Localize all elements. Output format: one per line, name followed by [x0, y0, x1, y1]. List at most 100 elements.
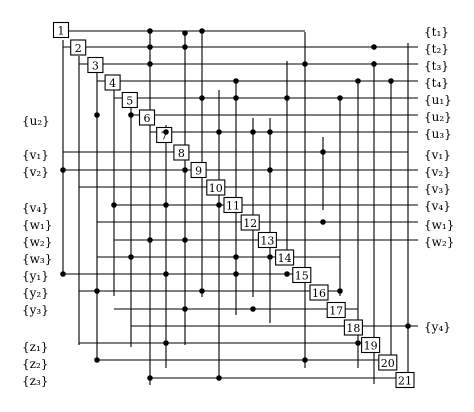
junction-dot — [94, 112, 100, 118]
node-label: 5 — [126, 95, 133, 108]
junction-dot — [182, 167, 188, 173]
right-label-u3: {u₃} — [424, 127, 452, 141]
junction-dot — [355, 340, 361, 346]
node-box — [173, 144, 190, 161]
right-label-v1: {v₁} — [424, 148, 451, 162]
node-box — [121, 91, 138, 109]
left-label-w2: {w₂} — [22, 235, 52, 249]
junction-dot — [405, 323, 411, 329]
right-label-u2: {u₂} — [424, 110, 452, 124]
left-label-z1: {z₁} — [22, 340, 48, 354]
junction-dot — [337, 288, 343, 294]
left-label-v1: {v₁} — [22, 148, 49, 162]
right-label-t1: {t₁} — [424, 25, 449, 39]
node-box — [190, 161, 207, 179]
junction-dot — [199, 288, 205, 294]
node-box — [292, 266, 312, 284]
junction-dot — [267, 167, 273, 173]
junction-dot — [233, 78, 239, 84]
node-box — [395, 371, 415, 389]
junction-dot — [163, 202, 169, 208]
node-label: 20 — [381, 357, 395, 370]
junction-dot — [163, 129, 169, 135]
junction-dot — [216, 202, 222, 208]
node-box — [257, 231, 277, 249]
node-box — [361, 336, 381, 354]
junction-dot — [320, 149, 326, 155]
node-box — [52, 21, 70, 39]
node-box — [206, 179, 226, 196]
left-label-y2: {y₂} — [22, 286, 49, 300]
node-box — [138, 109, 156, 126]
right-label-u1: {u₁} — [424, 93, 452, 107]
junction-dot — [355, 78, 361, 84]
right-label-w2: {w₂} — [424, 235, 454, 249]
junction-dot — [320, 219, 326, 225]
junction-dot — [147, 44, 153, 50]
junction-dot — [182, 306, 188, 312]
node-box — [87, 56, 104, 74]
node-box — [104, 74, 121, 91]
junction-dot — [182, 44, 188, 50]
node-label: 7 — [161, 130, 168, 143]
node-label: 15 — [295, 270, 309, 283]
junction-dot — [216, 375, 222, 381]
node-label: 19 — [364, 340, 378, 353]
junction-dot — [284, 271, 290, 277]
right-label-v2: {v₂} — [424, 165, 451, 179]
node-label: 17 — [329, 305, 343, 318]
node-label: 9 — [195, 165, 202, 178]
junction-dot — [284, 95, 290, 101]
junction-dot — [233, 95, 239, 101]
left-label-w3: {w₃} — [22, 252, 52, 266]
junction-dot — [147, 28, 153, 34]
node-label: 12 — [243, 217, 257, 230]
junction-dot — [250, 129, 256, 135]
node-box — [275, 249, 295, 266]
junction-dot — [147, 237, 153, 243]
junction-dot — [233, 271, 239, 277]
junction-dot — [147, 61, 153, 67]
junction-dot — [111, 202, 117, 208]
right-label-v4: {v₄} — [424, 199, 451, 213]
left-label-v2: {v₂} — [22, 165, 49, 179]
left-label-y1: {y₁} — [22, 269, 49, 283]
node-label: 14 — [278, 252, 292, 265]
node-label: 21 — [398, 375, 412, 388]
left-label-z3: {z₃} — [22, 374, 48, 388]
node-box — [223, 196, 243, 214]
junction-dot — [147, 375, 153, 381]
junction-dot — [199, 28, 205, 34]
left-label-u2: {u₂} — [22, 114, 50, 128]
junction-dot — [267, 254, 273, 260]
node-box — [326, 301, 346, 319]
junction-dot — [60, 167, 66, 173]
junction-dot — [371, 61, 377, 67]
junction-dot — [94, 357, 100, 363]
right-label-v3: {v₃} — [424, 182, 451, 196]
node-label: 6 — [144, 112, 151, 125]
left-label-v4: {v₄} — [22, 201, 49, 215]
junction-dot — [163, 271, 169, 277]
right-label-t3: {t₃} — [424, 59, 449, 73]
node-box — [309, 284, 329, 301]
right-label-t4: {t₄} — [424, 76, 449, 90]
junction-dot — [216, 129, 222, 135]
node-label: 2 — [75, 42, 82, 55]
node-box — [70, 39, 87, 56]
junction-dot — [337, 95, 343, 101]
junction-dot — [302, 61, 308, 67]
node-label: 1 — [58, 25, 65, 38]
node-label: 16 — [312, 287, 326, 300]
junction-dot — [182, 30, 188, 36]
junction-dot — [233, 254, 239, 260]
node-box — [378, 354, 398, 371]
junction-dot — [128, 112, 134, 118]
node-box — [240, 214, 260, 231]
junction-dot — [388, 78, 394, 84]
junction-dot — [60, 271, 66, 277]
junction-dot — [250, 306, 256, 312]
node-label: 3 — [92, 60, 99, 73]
